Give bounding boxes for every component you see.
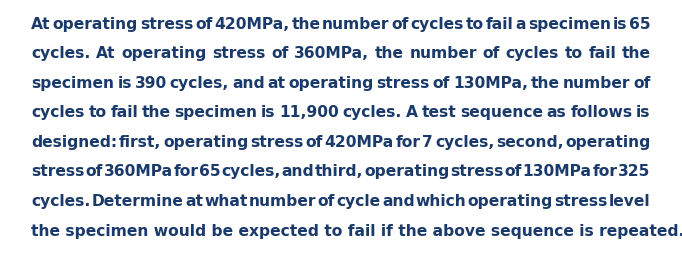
Text: number: number [249,193,316,208]
Text: operating: operating [565,134,651,149]
Text: follows: follows [570,105,632,120]
Text: operating: operating [121,46,207,61]
Text: designed:: designed: [31,134,117,149]
Text: which: which [416,193,466,208]
Text: is: is [612,17,627,31]
Text: first,: first, [119,134,162,149]
Text: the: the [375,46,404,61]
Text: second,: second, [496,134,563,149]
Text: of: of [634,75,651,90]
Text: of: of [271,46,288,61]
Text: of: of [195,17,212,31]
Text: cycles.: cycles. [343,105,402,120]
Text: and: and [232,75,265,90]
Text: 325: 325 [619,164,651,179]
Text: number: number [409,46,477,61]
Text: 130MPa: 130MPa [522,164,592,179]
Text: of: of [85,164,103,179]
Text: the: the [142,105,170,120]
Text: to: to [89,105,106,120]
Text: the: the [291,17,321,31]
Text: number: number [322,17,389,31]
Text: to: to [565,46,582,61]
Text: A: A [406,105,418,120]
Text: fail: fail [589,46,616,61]
Text: 360MPa,: 360MPa, [294,46,370,61]
Text: operating: operating [288,75,374,90]
Text: third,: third, [315,164,364,179]
Text: cycles,: cycles, [170,75,229,90]
Text: stress: stress [212,46,266,61]
Text: 65: 65 [629,17,651,31]
Text: operating: operating [468,193,553,208]
Text: number: number [563,75,630,90]
Text: 390: 390 [134,75,167,90]
Text: stress: stress [140,17,193,31]
Text: stress: stress [31,164,85,179]
Text: stress: stress [554,193,608,208]
Text: of: of [483,46,500,61]
Text: at: at [186,193,203,208]
Text: operating: operating [164,134,249,149]
Text: 360MPa: 360MPa [104,164,173,179]
Text: cycle: cycle [336,193,381,208]
Text: cycles: cycles [411,17,464,31]
Text: 11,900: 11,900 [280,105,339,120]
Text: 420MPa: 420MPa [325,134,394,149]
Text: the: the [621,46,651,61]
Text: fail: fail [110,105,138,120]
Text: stress: stress [451,164,504,179]
Text: at: at [267,75,286,90]
Text: of: of [391,17,409,31]
Text: cycles,: cycles, [222,164,281,179]
Text: cycles,: cycles, [435,134,494,149]
Text: of: of [433,75,450,90]
Text: At: At [96,46,116,61]
Text: for: for [173,164,198,179]
Text: specimen: specimen [175,105,258,120]
Text: stress: stress [250,134,303,149]
Text: At: At [31,17,51,31]
Text: cycles: cycles [505,46,559,61]
Text: stress: stress [376,75,430,90]
Text: Determine: Determine [92,193,184,208]
Text: 130MPa,: 130MPa, [453,75,528,90]
Text: 7: 7 [422,134,433,149]
Text: the specimen would be expected to fail if the above sequence is repeated.: the specimen would be expected to fail i… [31,223,682,238]
Text: test: test [421,105,456,120]
Text: for: for [396,134,421,149]
Text: to: to [466,17,484,31]
Text: for: for [593,164,617,179]
Text: is: is [117,75,132,90]
Text: sequence: sequence [460,105,543,120]
Text: the: the [531,75,560,90]
Text: is: is [636,105,651,120]
Text: of: of [318,193,336,208]
Text: specimen: specimen [31,75,115,90]
Text: cycles.: cycles. [31,46,91,61]
Text: 420MPa,: 420MPa, [214,17,289,31]
Text: cycles: cycles [31,105,85,120]
Text: is: is [261,105,276,120]
Text: a: a [516,17,526,31]
Text: level: level [609,193,651,208]
Text: fail: fail [486,17,514,31]
Text: and: and [382,193,415,208]
Text: specimen: specimen [528,17,611,31]
Text: cycles.: cycles. [31,193,91,208]
Text: of: of [505,164,522,179]
Text: of: of [306,134,323,149]
Text: operating: operating [53,17,138,31]
Text: what: what [205,193,248,208]
Text: as: as [547,105,567,120]
Text: 65: 65 [199,164,221,179]
Text: and: and [282,164,314,179]
Text: operating: operating [364,164,449,179]
